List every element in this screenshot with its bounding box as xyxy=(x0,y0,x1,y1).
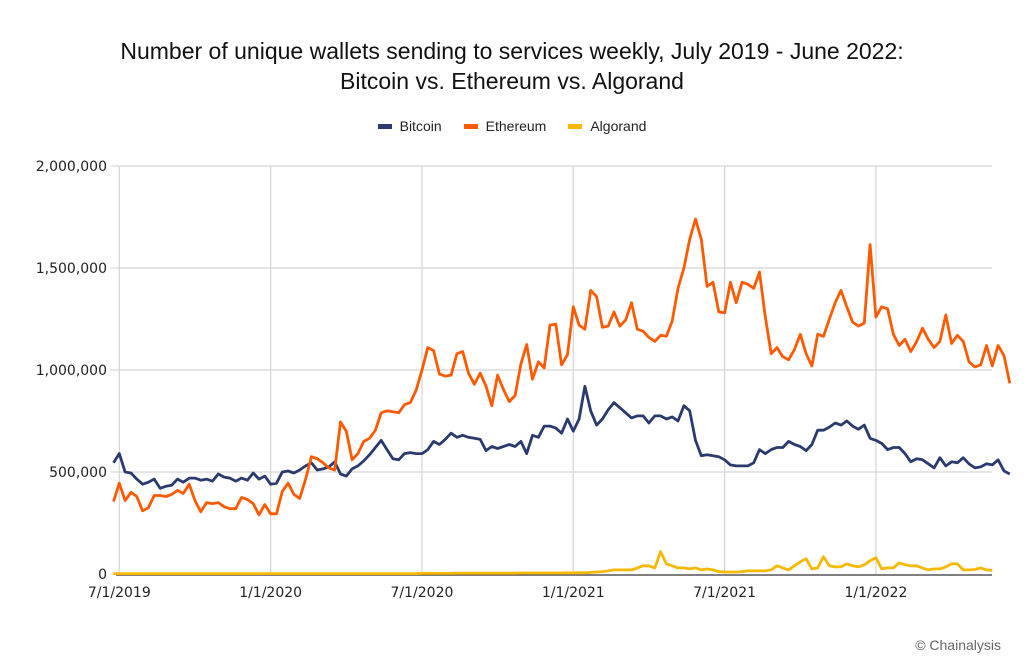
chart-title: Number of unique wallets sending to serv… xyxy=(120,38,904,64)
series-line-bitcoin xyxy=(112,384,1011,490)
legend-label-algorand: Algorand xyxy=(590,118,647,134)
legend-swatch-ethereum xyxy=(463,123,478,129)
x-tick-label: 7/1/2021 xyxy=(693,585,756,601)
legend-swatch-algorand xyxy=(568,123,583,129)
credit: © Chainalysis xyxy=(915,637,1001,653)
y-tick-label: 0 xyxy=(98,567,107,583)
legend-swatch-bitcoin xyxy=(377,123,392,129)
x-tick-label: 7/1/2020 xyxy=(391,585,454,601)
y-tick-label: 1,000,000 xyxy=(36,363,107,379)
y-axis: 0 500,000 1,000,000 1,500,000 2,000,000 xyxy=(36,159,116,583)
legend-item-algorand[interactable]: Algorand xyxy=(568,118,646,134)
legend-item-ethereum[interactable]: Ethereum xyxy=(463,118,547,134)
x-tick-label: 1/1/2022 xyxy=(844,585,907,601)
x-tick-label: 1/1/2021 xyxy=(542,585,605,601)
series-line-algorand xyxy=(113,550,993,575)
series-lines xyxy=(112,217,1012,575)
grid xyxy=(116,165,992,574)
y-tick-label: 1,500,000 xyxy=(36,261,107,277)
series-line-ethereum xyxy=(112,217,1012,517)
legend-label-ethereum: Ethereum xyxy=(485,118,547,134)
chart-subtitle: Bitcoin vs. Ethereum vs. Algorand xyxy=(340,68,684,94)
x-tick-label: 7/1/2019 xyxy=(88,585,151,601)
legend: Bitcoin Ethereum Algorand xyxy=(0,118,1024,134)
x-tick-label: 1/1/2020 xyxy=(239,585,302,601)
x-axis: 7/1/2019 1/1/2020 7/1/2020 1/1/2021 7/1/2021… xyxy=(88,574,992,601)
legend-label-bitcoin: Bitcoin xyxy=(399,118,442,134)
y-tick-label: 500,000 xyxy=(49,465,107,481)
legend-item-bitcoin[interactable]: Bitcoin xyxy=(377,118,442,134)
y-tick-label: 2,000,000 xyxy=(36,159,107,175)
